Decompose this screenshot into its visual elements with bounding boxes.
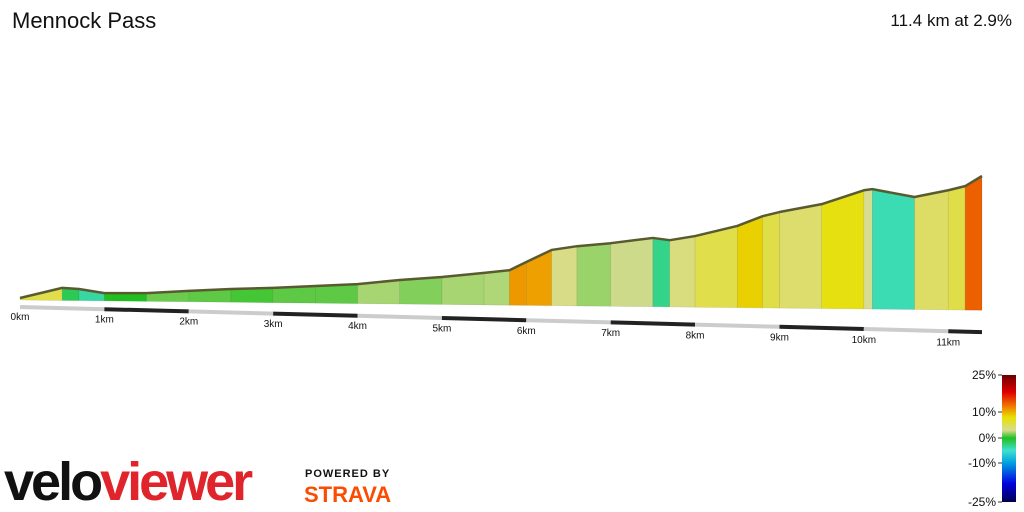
profile-segment: [964, 175, 983, 311]
axis-segment: [441, 316, 527, 323]
profile-segment: [947, 185, 966, 311]
profile-segment: [576, 242, 612, 307]
profile-segment: [871, 188, 915, 310]
x-tick-label: 1km: [95, 314, 114, 325]
profile-segment: [914, 189, 949, 311]
strava-logo: STRAVA: [304, 482, 391, 507]
profile-segment: [652, 237, 671, 308]
x-tick-label: 10km: [852, 335, 876, 346]
x-tick-label: 6km: [517, 326, 536, 337]
logo-text: veloviewer: [4, 452, 253, 512]
profile-segment: [315, 283, 358, 304]
logo-part: viewer: [100, 452, 253, 512]
profile-segment: [483, 269, 510, 306]
axis-segment: [526, 318, 611, 325]
profile-segment: [526, 249, 552, 306]
axis-segment: [357, 313, 442, 320]
axis-segment: [863, 327, 949, 334]
profile-segment: [779, 203, 822, 309]
x-tick-label: 7km: [601, 328, 620, 339]
chart-subtitle: 11.4 km at 2.9%: [890, 11, 1012, 30]
profile-segment: [863, 188, 873, 310]
profile-segment: [230, 287, 274, 304]
profile-segment: [821, 189, 865, 310]
axis-segment: [695, 322, 780, 329]
color-legend: [1002, 375, 1016, 502]
profile-segment: [736, 215, 763, 309]
profile-segment: [762, 211, 780, 309]
x-tick-label: 8km: [686, 330, 705, 341]
chart-title: Mennock Pass: [12, 8, 156, 33]
axis-segment: [610, 320, 696, 327]
x-tick-label: 2km: [179, 317, 198, 328]
profile-segment: [694, 225, 738, 308]
legend-label: -25%: [968, 495, 996, 509]
profile-segment: [610, 237, 654, 308]
profile-segment: [399, 276, 443, 305]
legend-label: 25%: [972, 368, 996, 382]
profile-outline: [19, 174, 983, 300]
x-tick-label: 5km: [432, 324, 451, 335]
axis-segment: [104, 307, 189, 314]
legend-label: 10%: [972, 405, 996, 419]
powered-by: POWERED BY: [305, 468, 390, 480]
x-tick-label: 4km: [348, 321, 367, 332]
legend-label: 0%: [979, 431, 997, 445]
profile-segment: [669, 235, 696, 308]
profile-segment: [551, 245, 578, 307]
profile-segment: [441, 272, 485, 306]
legend-label: -10%: [968, 456, 996, 470]
x-tick-label: 0km: [11, 312, 30, 323]
axis-segment: [19, 305, 105, 312]
axis-segment: [779, 324, 864, 331]
x-tick-label: 3km: [264, 319, 283, 330]
profile: [19, 174, 983, 311]
x-tick-label: 9km: [770, 333, 789, 344]
x-tick-label: 11km: [936, 337, 960, 348]
axis-segment: [948, 329, 983, 335]
axis-segment: [273, 311, 358, 318]
logo-part: velo: [4, 452, 101, 512]
axis-segment: [188, 309, 274, 316]
logo: veloviewer POWERED BY STRAVA: [4, 452, 391, 512]
